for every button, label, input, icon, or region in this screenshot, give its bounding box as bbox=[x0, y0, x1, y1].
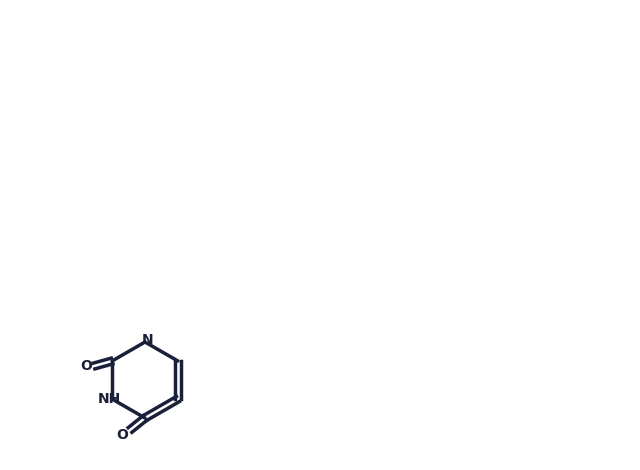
Text: NH: NH bbox=[97, 392, 121, 406]
Text: N: N bbox=[142, 333, 154, 347]
Text: O: O bbox=[80, 359, 92, 373]
Text: O: O bbox=[116, 428, 128, 442]
